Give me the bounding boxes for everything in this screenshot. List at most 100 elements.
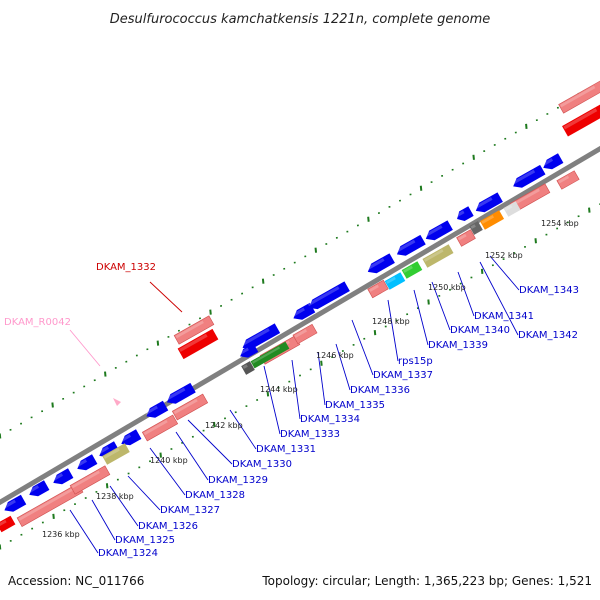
gene-label: DKAM_1341: [474, 311, 534, 322]
label-leader: [127, 475, 161, 511]
feature-track: [0, 80, 600, 533]
gene-label: DKAM_1333: [280, 429, 340, 440]
scale-label: 1248 kbp: [372, 317, 410, 326]
label-leader: [263, 365, 281, 435]
gene-label: DKAM_1342: [518, 330, 578, 341]
gene-label: DKAM_1326: [138, 521, 198, 532]
scale-label: 1254 kbp: [541, 219, 579, 228]
gene-label: DKAM_1330: [232, 459, 292, 470]
label-leader: [175, 431, 209, 481]
label-leader: [291, 359, 301, 420]
cds-arrow: [51, 468, 74, 485]
cds-arrow: [119, 429, 142, 446]
rna-feature: [562, 103, 600, 137]
rna-feature: [558, 80, 600, 114]
label-leader: [91, 499, 116, 541]
label-leader: [229, 409, 257, 450]
label-leader: [109, 485, 139, 527]
label-leader: [387, 299, 399, 362]
misc-feature: [503, 201, 521, 217]
gene-label: DKAM_1331: [256, 444, 316, 455]
label-leader: [187, 419, 233, 465]
label-leader: [149, 447, 186, 496]
inner-tick-track: [0, 203, 600, 550]
label-leader: [335, 343, 351, 391]
gene-label: DKAM_1324: [98, 548, 158, 559]
gene-label: DKAM_1329: [208, 475, 268, 486]
pseudo-marker: [113, 398, 121, 406]
trna-feature: [292, 323, 318, 345]
scale-label: 1252 kbp: [485, 251, 523, 260]
scale-label: 1238 kbp: [96, 492, 134, 501]
scale-label: 1242 kbp: [205, 421, 243, 430]
gene-label: DKAM_1343: [519, 285, 579, 296]
cds-arrow: [366, 253, 395, 274]
rna-feature-dkam-1332: [173, 315, 215, 345]
trna-feature: [367, 279, 389, 299]
misc-feature: [102, 443, 130, 465]
scale-label: 1246 kbp: [316, 351, 354, 360]
misc-feature: [479, 210, 505, 230]
misc-feature: [422, 244, 454, 268]
misc-feature: [469, 221, 483, 235]
cds-arrow: [307, 281, 350, 310]
cds-arrow: [27, 480, 50, 497]
outer-tick-track: [0, 82, 600, 439]
cds-arrow: [511, 164, 546, 188]
scale-labels: 1236 kbp 1238 kbp 1240 kbp 1242 kbp 1244 kbp…: [42, 219, 579, 539]
trna-feature: [69, 465, 111, 495]
cds-arrow: [395, 234, 426, 256]
gene-label: DKAM_1325: [115, 535, 175, 546]
accession-text: Accession: NC_011766: [8, 574, 144, 588]
trna-feature: [16, 483, 84, 527]
trna-feature: [171, 393, 209, 421]
scale-label: 1240 kbp: [150, 456, 188, 465]
cds-arrow: [541, 153, 564, 170]
trna-feature: [456, 229, 476, 247]
label-leader-lines: [69, 255, 520, 554]
gene-label: DKAM_1336: [350, 385, 410, 396]
gene-label: DKAM_1340: [450, 325, 510, 336]
misc-feature: [250, 341, 290, 369]
cds-arrow: [241, 323, 281, 350]
gene-label: rps15p: [398, 356, 433, 367]
label-leader: [149, 281, 183, 313]
cds-arrow: [145, 400, 169, 418]
misc-feature: [401, 261, 423, 279]
gene-label: DKAM_1327: [160, 505, 220, 516]
topology-summary-text: Topology: circular; Length: 1,365,223 bp…: [261, 574, 592, 588]
misc-feature: [241, 361, 255, 375]
cds-arrow: [424, 220, 453, 241]
gene-label: DKAM_1339: [428, 340, 488, 351]
rna-feature-dkam-1332: [177, 328, 219, 360]
cds-arrow: [3, 494, 27, 512]
gene-label: DKAM_R0042: [4, 317, 71, 328]
label-leader: [413, 289, 429, 346]
label-leader: [479, 261, 519, 336]
trna-feature: [141, 414, 179, 442]
map-title: Desulfurococcus kamchatkensis 1221n, com…: [110, 12, 491, 27]
gene-label: DKAM_1332: [96, 262, 156, 273]
cds-arrow: [165, 382, 196, 404]
scale-label: 1244 kbp: [260, 385, 298, 394]
cds-arrow: [239, 343, 259, 358]
scale-label: 1236 kbp: [42, 530, 80, 539]
label-leader: [317, 351, 326, 406]
gene-label: DKAM_1337: [373, 370, 433, 381]
cds-arrow: [474, 192, 503, 213]
genome-backbone: [0, 145, 600, 506]
misc-feature: [384, 272, 406, 290]
label-leader: [489, 255, 520, 291]
label-leader: [69, 329, 101, 367]
gene-label: DKAM_1328: [185, 490, 245, 501]
scale-label: 1250 kbp: [428, 283, 466, 292]
gene-label: DKAM_1334: [300, 414, 360, 425]
trna-feature: [556, 170, 580, 190]
rna-feature: [0, 515, 16, 533]
label-leader: [431, 281, 451, 331]
label-leader: [69, 509, 99, 554]
label-leader: [351, 319, 374, 376]
label-leader: [457, 271, 475, 317]
